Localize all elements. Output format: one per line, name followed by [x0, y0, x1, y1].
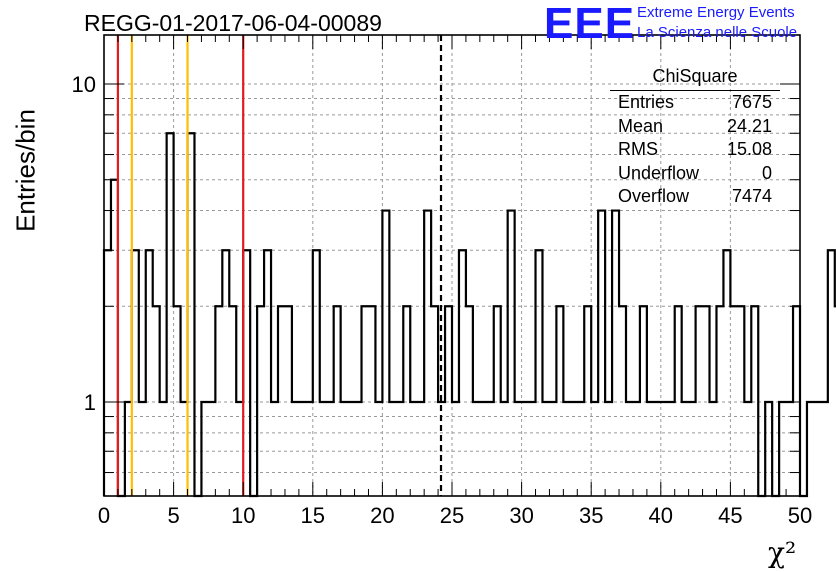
axes: 0 5 10 15 20 25 30 35 40 45 50 1 10 [72, 34, 812, 528]
stats-box: ChiSquare Entries 7675 Mean 24.21 RMS 15.08… [610, 66, 780, 209]
y-tick-label: 1 [84, 390, 96, 415]
y-tick-label: 10 [72, 72, 96, 97]
x-tick-label: 10 [231, 503, 255, 528]
logo-line-2: La Scienza nelle Scuole [637, 24, 798, 41]
stats-title: ChiSquare [610, 66, 780, 91]
x-tick-label: 35 [579, 503, 603, 528]
x-tick-label: 40 [649, 503, 673, 528]
y-axis-label: Entries/bin [10, 109, 41, 232]
x-tick-label: 15 [301, 503, 325, 528]
stats-row-rms: RMS 15.08 [618, 139, 772, 160]
x-tick-label: 50 [788, 503, 812, 528]
stats-row-overflow: Overflow 7474 [618, 186, 772, 207]
x-tick-label: 5 [167, 503, 179, 528]
page-title: REGG-01-2017-06-04-00089 [84, 10, 382, 36]
x-tick-label: 20 [370, 503, 394, 528]
stats-row-underflow: Underflow 0 [618, 162, 772, 183]
stats-row-mean: Mean 24.21 [618, 115, 772, 136]
logo-line-1: Extreme Energy Events [637, 4, 795, 21]
x-tick-label: 25 [440, 503, 464, 528]
x-tick-label: 30 [509, 503, 533, 528]
x-axis-label: χ² [768, 536, 797, 569]
histogram-bars [102, 132, 836, 498]
histogram-outline [102, 132, 836, 498]
x-tick-label: 0 [98, 503, 110, 528]
eee-logo: EEE [544, 0, 636, 48]
x-tick-label: 45 [718, 503, 742, 528]
stats-row-entries: Entries 7675 [618, 92, 772, 112]
reference-lines [116, 35, 443, 496]
